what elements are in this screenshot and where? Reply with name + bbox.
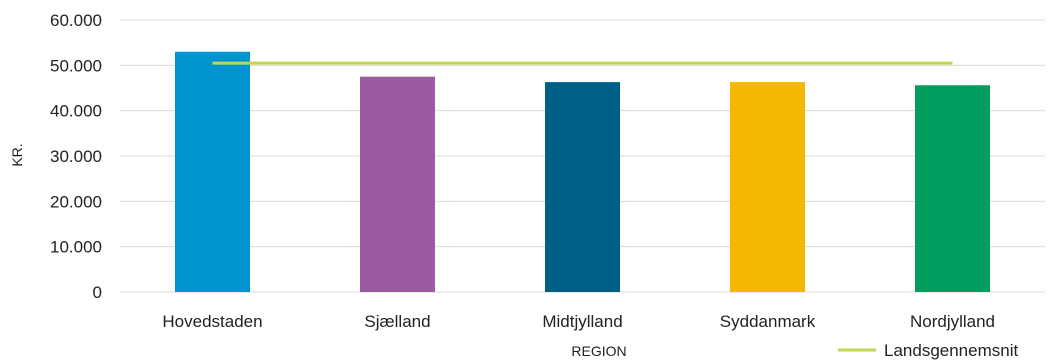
x-tick-label: Syddanmark <box>720 312 816 331</box>
bar <box>175 51 250 292</box>
y-tick-label: 60.000 <box>50 11 102 30</box>
y-tick-label: 40.000 <box>50 102 102 121</box>
bar <box>915 85 990 292</box>
x-tick-label: Nordjylland <box>910 312 995 331</box>
bar <box>545 82 620 293</box>
x-tick-label: Midtjylland <box>542 312 622 331</box>
legend: Landsgennemsnit <box>838 341 1018 360</box>
bar <box>360 76 435 293</box>
y-tick-label: 20.000 <box>50 192 102 211</box>
legend-label: Landsgennemsnit <box>884 341 1018 360</box>
y-tick-label: 50.000 <box>50 56 102 75</box>
x-axis-ticks: Hovedstaden Sjælland Midtjylland Syddanmark… <box>162 312 995 331</box>
x-tick-label: Sjælland <box>364 312 430 331</box>
bars <box>175 51 990 293</box>
x-tick-label: Hovedstaden <box>162 312 262 331</box>
y-tick-label: 30.000 <box>50 147 102 166</box>
y-tick-label: 10.000 <box>50 238 102 257</box>
bar <box>730 82 805 293</box>
y-tick-label: 0 <box>93 283 102 302</box>
y-axis-label: KR. <box>9 143 25 166</box>
y-axis-ticks: 0 10.000 20.000 30.000 40.000 50.000 60.000 <box>50 11 102 302</box>
x-axis-label: REGION <box>571 343 626 359</box>
